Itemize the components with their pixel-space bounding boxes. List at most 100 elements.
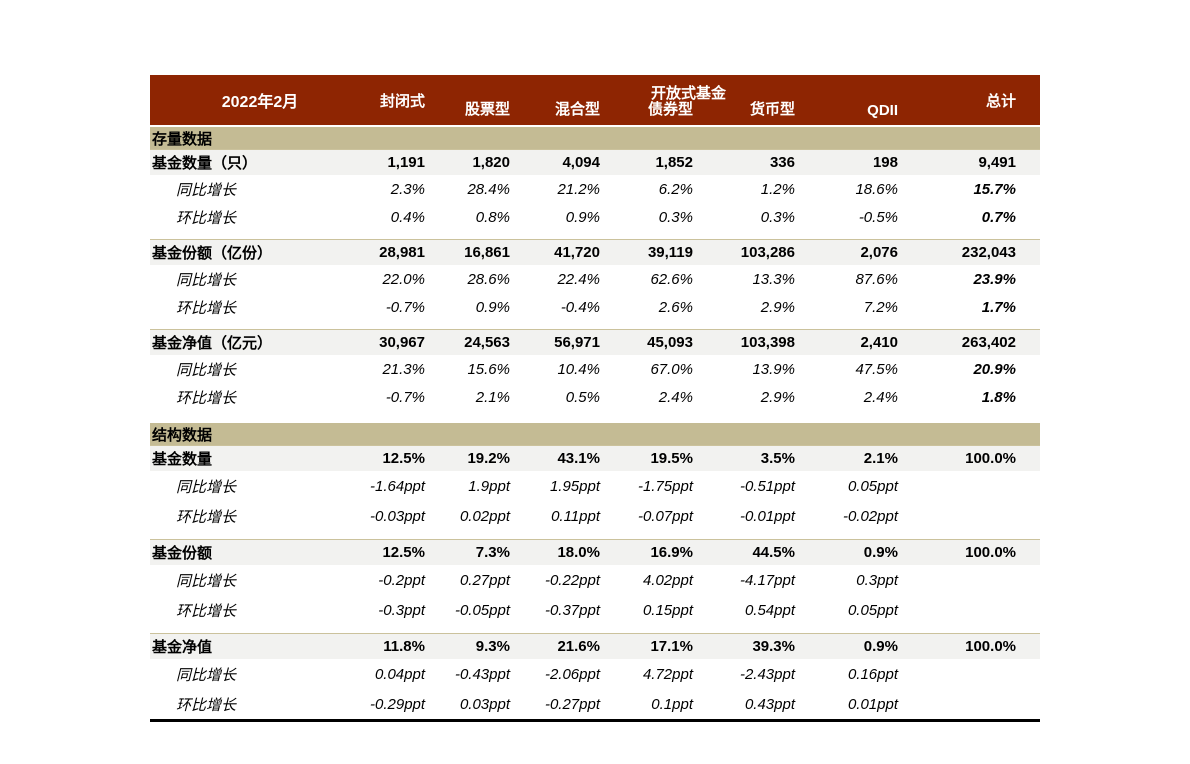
value-cell: 28.4%	[467, 180, 510, 198]
value-cell: 16,861	[464, 244, 510, 261]
value-cell: 13.3%	[752, 270, 795, 288]
row-label: 基金净值	[152, 639, 213, 656]
value-cell: 28,981	[379, 244, 425, 261]
value-cell: -0.3ppt	[378, 601, 425, 619]
value-cell: -1.75ppt	[637, 477, 693, 495]
value-cell: -0.05ppt	[454, 601, 510, 619]
value-cell: 67.0%	[650, 360, 693, 378]
metric-group: 基金份额（亿份） 28,981 16,861 41,720 39,119 103,286 2…	[150, 239, 1040, 321]
value-cell: 21.3%	[382, 360, 425, 378]
value-cell: 16.9%	[650, 544, 693, 561]
header-cell-period: 2022年2月	[221, 94, 299, 111]
value-cell: -0.01ppt	[739, 507, 795, 525]
value-cell: 18.6%	[855, 180, 898, 198]
header-cell-bond: 债券型	[647, 101, 693, 118]
value-cell: 103,398	[740, 334, 795, 351]
value-cell: 19.5%	[650, 450, 693, 467]
value-cell: -0.51ppt	[739, 477, 795, 495]
table-row: 环比增长 -0.7% 2.1% 0.5% 2.4% 2.9% 2.4% 1.8%	[150, 383, 1040, 411]
value-cell: 2.9%	[760, 298, 795, 316]
value-cell: 0.1ppt	[651, 695, 693, 713]
value-cell: -0.43ppt	[454, 665, 510, 683]
section-band: 结构数据	[150, 423, 1040, 445]
header-cell-money-market: 货币型	[749, 101, 795, 118]
value-cell: -0.27ppt	[544, 695, 600, 713]
value-cell: 1,191	[387, 154, 425, 171]
value-cell: -0.03ppt	[370, 507, 426, 525]
value-cell: 10.4%	[557, 360, 600, 378]
table-row: 基金净值（亿元） 30,967 24,563 56,971 45,093 103,398 2…	[150, 329, 1040, 355]
row-sublabel: 环比增长	[176, 299, 237, 317]
value-cell: 44.5%	[752, 544, 795, 561]
value-cell: 0.01ppt	[847, 695, 898, 713]
table-row: 同比增长 0.04ppt -0.43ppt -2.06ppt 4.72ppt -2.43p…	[150, 659, 1040, 689]
value-cell: 7.3%	[475, 544, 510, 561]
value-cell: 1.7%	[981, 298, 1016, 316]
value-cell: 41,720	[554, 244, 600, 261]
value-cell: 103,286	[740, 244, 795, 261]
metric-group: 基金净值（亿元） 30,967 24,563 56,971 45,093 103,398 2…	[150, 329, 1040, 411]
value-cell: 21.6%	[557, 638, 600, 655]
value-cell: -0.5%	[858, 208, 898, 226]
table-row: 环比增长 -0.29ppt 0.03ppt -0.27ppt 0.1ppt 0.43ppt…	[150, 689, 1040, 719]
value-cell: 11.8%	[383, 638, 425, 655]
table-row: 同比增长 21.3% 15.6% 10.4% 67.0% 13.9% 47.5% 20.9%	[150, 355, 1040, 383]
value-cell: 0.3%	[658, 208, 693, 226]
value-cell: 0.16ppt	[847, 665, 898, 683]
value-cell: 0.9%	[863, 638, 898, 655]
table-row: 环比增长 -0.7% 0.9% -0.4% 2.6% 2.9% 7.2% 1.7%	[150, 293, 1040, 321]
value-cell: -1.64ppt	[370, 477, 426, 495]
row-label: 基金数量（只）	[152, 155, 258, 172]
row-sublabel: 同比增长	[176, 181, 237, 199]
value-cell: 0.9%	[863, 544, 898, 561]
row-label: 基金份额（亿份）	[152, 245, 273, 262]
row-sublabel: 同比增长	[176, 361, 237, 379]
value-cell: 100.0%	[965, 638, 1016, 655]
value-cell: 2.6%	[658, 298, 693, 316]
value-cell: 0.9%	[475, 298, 510, 316]
value-cell: 18.0%	[557, 544, 600, 561]
metric-group: 基金净值 11.8% 9.3% 21.6% 17.1% 39.3% 0.9% 100.0% 同比…	[150, 633, 1040, 719]
value-cell: 0.54ppt	[744, 601, 795, 619]
value-cell: 0.03ppt	[459, 695, 510, 713]
value-cell: 3.5%	[760, 450, 795, 467]
value-cell: 263,402	[961, 334, 1016, 351]
metric-group: 基金份额 12.5% 7.3% 18.0% 16.9% 44.5% 0.9% 100.0% 同比…	[150, 539, 1040, 625]
table-header: 2022年2月 封闭式 股票型 混合型 债券型 货币型 QDII 总计 开放式基…	[150, 75, 1040, 125]
value-cell: -0.37ppt	[544, 601, 600, 619]
value-cell: 1.8%	[981, 388, 1016, 406]
value-cell: 0.27ppt	[459, 571, 510, 589]
value-cell: 2,410	[860, 334, 898, 351]
table-row: 环比增长 0.4% 0.8% 0.9% 0.3% 0.3% -0.5% 0.7%	[150, 203, 1040, 231]
value-cell: 0.05ppt	[847, 601, 898, 619]
value-cell: 20.9%	[973, 360, 1016, 378]
table-row: 基金净值 11.8% 9.3% 21.6% 17.1% 39.3% 0.9% 100.0%	[150, 633, 1040, 659]
value-cell: 15.7%	[973, 180, 1016, 198]
value-cell: 47.5%	[855, 360, 898, 378]
row-sublabel: 同比增长	[176, 572, 237, 590]
value-cell: 0.43ppt	[744, 695, 795, 713]
header-cell-qdii: QDII	[867, 102, 898, 119]
value-cell: 23.9%	[973, 270, 1016, 288]
row-sublabel: 同比增长	[176, 271, 237, 289]
table-row: 基金份额 12.5% 7.3% 18.0% 16.9% 44.5% 0.9% 100.0%	[150, 539, 1040, 565]
value-cell: 0.9%	[565, 208, 600, 226]
value-cell: 2.1%	[863, 450, 898, 467]
value-cell: 13.9%	[752, 360, 795, 378]
row-sublabel: 同比增长	[176, 478, 237, 496]
value-cell: 62.6%	[650, 270, 693, 288]
value-cell: 2,076	[860, 244, 898, 261]
header-cell-equity: 股票型	[464, 101, 510, 118]
value-cell: -0.22ppt	[544, 571, 600, 589]
metric-group: 基金数量（只） 1,191 1,820 4,094 1,852 336 198 9,491 同比…	[150, 149, 1040, 231]
value-cell: -0.7%	[385, 388, 425, 406]
value-cell: 0.4%	[390, 208, 425, 226]
value-cell: 2.4%	[863, 388, 898, 406]
value-cell: -2.43ppt	[739, 665, 795, 683]
value-cell: 39.3%	[752, 638, 795, 655]
value-cell: 0.3ppt	[856, 571, 898, 589]
value-cell: 1.95ppt	[549, 477, 600, 495]
value-cell: 45,093	[647, 334, 693, 351]
value-cell: 19.2%	[467, 450, 510, 467]
row-sublabel: 同比增长	[176, 666, 237, 684]
